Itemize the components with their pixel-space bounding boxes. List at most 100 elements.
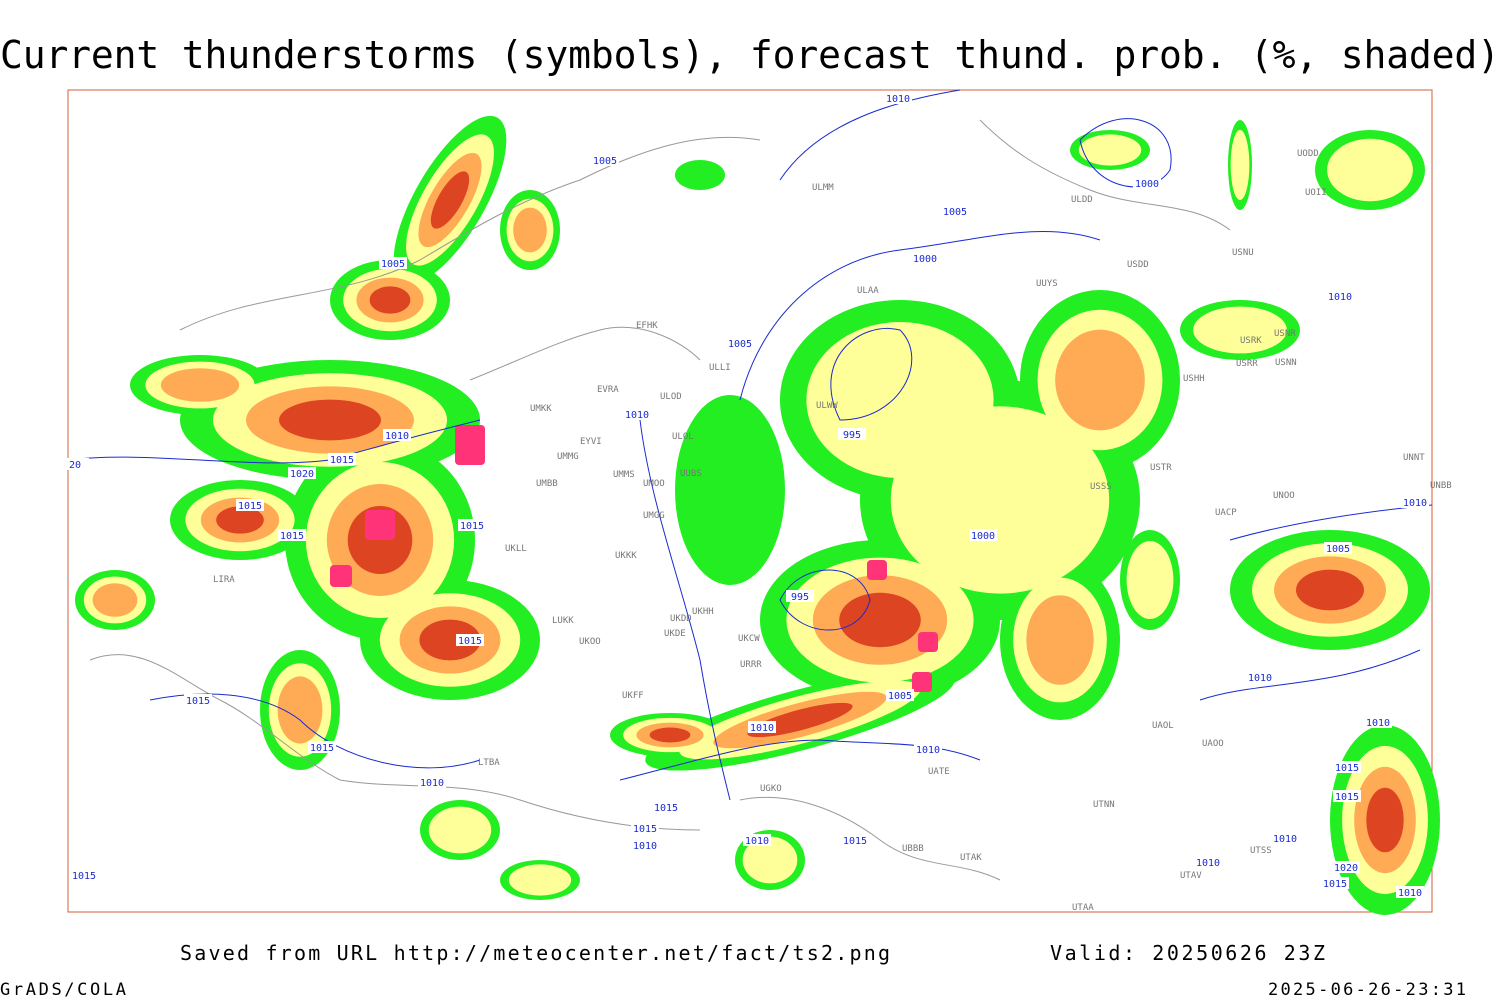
isobar-label: 1015 [843,836,867,847]
shading-blob [419,619,481,661]
isobar-label-bg [623,408,651,420]
isobar-label: 1005 [1326,544,1350,555]
coastline [89,654,701,831]
isobar-label: 1010 [1366,718,1390,729]
valid-time: Valid: 20250626 23Z [1050,941,1325,965]
isobar-label-bg [418,776,446,788]
title: Current thunderstorms (symbols), forecas… [0,33,1500,77]
station-label: UTAA [1072,903,1094,913]
isobar-label-bg [786,590,814,602]
station-label: UNBB [1430,481,1452,491]
station-labels: ULMM ULDD USDD USNU UUYS ULAA EFHK USRK USNR USRR… [213,149,1452,913]
isobar-label-bg [886,689,914,701]
isobar-label: 1000 [971,531,995,542]
station-label: UMBB [536,479,558,489]
isobar-label-bg [969,529,997,541]
station-label: USDD [1127,260,1149,270]
isobar-label-bg [591,154,619,166]
station-label: UUYS [1036,279,1058,289]
station-label: UNNT [1403,453,1425,463]
shading-blob [1296,569,1364,611]
station-label: ULOD [660,392,682,402]
isobar-label-bg [458,519,486,531]
station-label: USNR [1274,329,1296,339]
shading-blob [839,592,921,648]
shading-blob [369,286,411,314]
isobar-label: 1005 [381,259,405,270]
station-label: UKCW [738,634,760,644]
thunderstorm-symbol [912,672,932,692]
isobar [1079,118,1172,188]
station-label: ULAA [857,286,879,296]
station-label: UNOO [1273,491,1295,501]
station-label: UOII [1305,188,1327,198]
isobar-label-bg [631,839,659,851]
isobar-label-bg [1271,832,1299,844]
station-label: EFHK [636,321,658,331]
station-label: UKHH [692,607,714,617]
station-label: USTR [1150,463,1172,473]
station-label: UAOL [1152,721,1174,731]
isobar-label-bg [456,634,484,646]
isobar-label-bg [1194,856,1222,868]
station-label: UKDE [664,629,686,639]
isobar-label-bg [631,822,659,834]
isobar-label: 1005 [728,339,752,350]
isobar-label: 1015 [460,521,484,532]
isobar-label-bg [308,741,336,753]
isobar-label: 1010 [1196,858,1220,869]
isobar-label-bg [652,801,680,813]
station-label: EVRA [597,385,619,395]
isobar-label: 1010 [1248,673,1272,684]
shading-blob [675,160,725,190]
shading-blob [430,171,470,229]
isobar [830,328,913,421]
isobar-label: 1010 [1403,498,1427,509]
isobar-label-bg [328,453,356,465]
isobar-label: 1015 [186,696,210,707]
shading-blob [1078,134,1142,166]
isobar [779,569,871,631]
station-label: ULWW [816,401,838,411]
isobar-label: 1010 [750,723,774,734]
station-label: EYVI [580,437,602,447]
thunderstorm-symbol [365,510,395,540]
isobar-label: 1005 [943,207,967,218]
isobar-label: 995 [843,430,861,441]
isobar-label: 1000 [1135,179,1159,190]
probability-shading [75,115,1440,915]
station-label: UMMG [557,452,579,462]
station-label: URRR [740,660,762,670]
isobar-label-bg [941,205,969,217]
isobar-label: 1005 [888,691,912,702]
thunderstorm-symbol [867,560,887,580]
isobar-label-bg [743,834,771,846]
isobar-label-bg [884,92,912,104]
shading-blob [1026,595,1094,685]
isobar-label: 1015 [72,871,96,882]
station-label: UKDD [670,614,692,624]
isobar-label-bg [1401,496,1429,508]
station-label: UTAK [960,853,982,863]
isobar-label: 1015 [458,636,482,647]
isobar-label-bg [383,429,411,441]
isobar-label-bg [61,458,89,470]
isobar [67,419,481,464]
station-label: LUKK [552,616,574,626]
isobar-label-bg [379,257,407,269]
isobar-label-bg [184,694,212,706]
station-label: UUBS [680,469,702,479]
shading-blob [508,864,572,896]
isobar-label-bg [1246,671,1274,683]
station-label: UATE [928,767,950,777]
thunderstorm-symbol [455,425,485,465]
station-label: UAOO [1202,739,1224,749]
isobar-label-bg [278,529,306,541]
isobar-label: 1010 [633,841,657,852]
shading-blob [649,727,691,743]
station-label: USNU [1232,248,1254,258]
station-label: ULDD [1071,195,1093,205]
coastline [469,326,701,381]
shading-blob [1230,129,1250,201]
isobars [67,89,1433,801]
